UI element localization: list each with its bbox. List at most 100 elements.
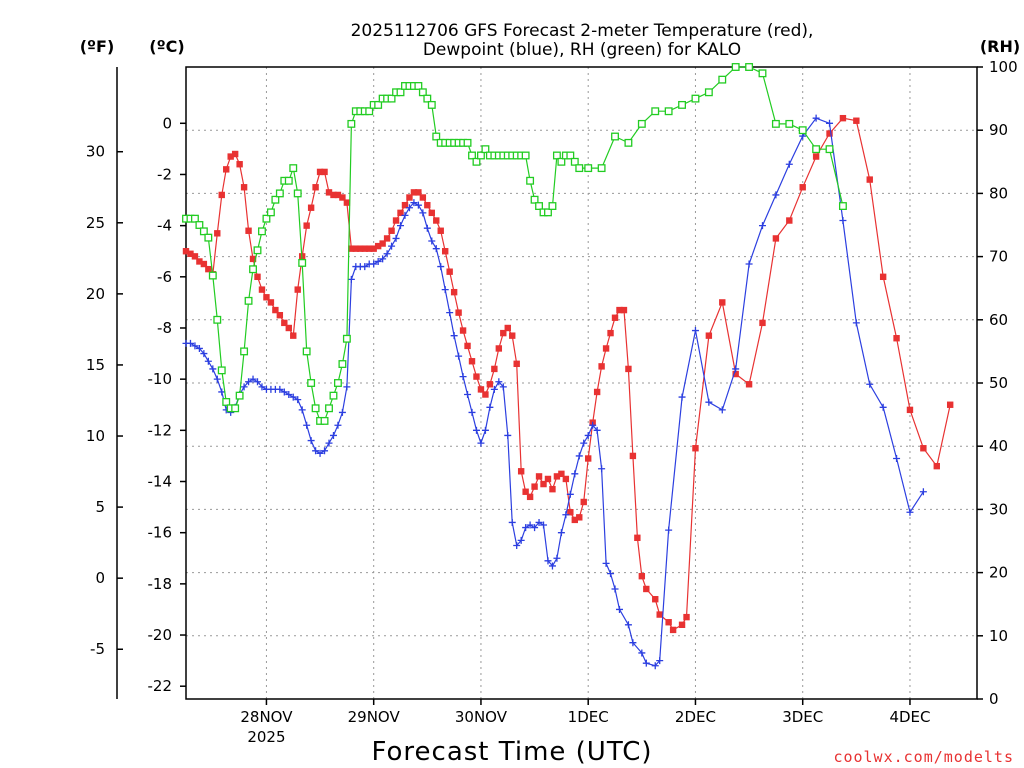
rh-unit-label: (RH) (980, 37, 1020, 56)
rh-point (293, 189, 302, 198)
dewpoint-point (580, 439, 588, 447)
rh-point (463, 138, 472, 147)
temperature-point (214, 230, 221, 237)
credit-label: coolwx.com/modelts (833, 748, 1014, 766)
dewpoint-point (186, 339, 194, 347)
dewpoint-point (240, 383, 248, 391)
temperature-point (495, 345, 503, 352)
dewpoint-point (191, 342, 199, 350)
rh-point (240, 347, 249, 356)
dewpoint-point (200, 350, 208, 358)
celsius-tick-label: -16 (148, 524, 173, 542)
series-rh (182, 63, 847, 425)
dewpoint-point (218, 388, 226, 396)
dewpoint-point (504, 431, 512, 439)
fahrenheit-tick-label: 25 (86, 214, 105, 232)
temperature-point (732, 370, 739, 378)
dewpoint-point (249, 375, 257, 383)
dewpoint-point (535, 518, 543, 526)
rh-point (347, 119, 356, 128)
dewpoint-point (508, 518, 516, 526)
temperature-point (513, 360, 520, 368)
dewpoint-point (401, 211, 409, 219)
temperature-point (392, 217, 400, 224)
temperature-point (307, 204, 315, 211)
dewpoint-line (186, 117, 924, 667)
temperature-point (531, 483, 538, 490)
dewpoint-point (285, 391, 293, 399)
rh-point (262, 214, 271, 223)
rh-point (213, 315, 222, 324)
temperature-point (196, 258, 203, 265)
dewpoint-point (414, 201, 422, 209)
rh-point (718, 75, 727, 84)
rh-point (691, 94, 700, 103)
dewpoint-point (303, 421, 311, 429)
temperature-point (240, 184, 248, 191)
rh-point (199, 227, 208, 236)
temperature-point (267, 299, 275, 306)
dewpoint-point (428, 237, 436, 245)
temperature-point (558, 470, 565, 478)
date-tick-label: 4DEC (889, 708, 930, 726)
rh-tick-label: 80 (989, 184, 1008, 202)
rh-point (311, 404, 320, 413)
rh-point (476, 151, 485, 160)
data-series (182, 63, 954, 670)
rh-point (271, 195, 280, 204)
rh-point (731, 63, 740, 71)
temperature-point (500, 329, 507, 337)
dewpoint-point (571, 470, 579, 478)
temperature-point (348, 245, 355, 252)
rh-point (333, 379, 342, 387)
temperature-point (678, 621, 686, 628)
rh-tick-label: 50 (989, 374, 1008, 392)
temperature-point (424, 201, 431, 209)
temperature-point (415, 189, 422, 196)
dewpoint-point (361, 263, 369, 271)
dewpoint-point (615, 605, 623, 613)
temperature-point (276, 311, 284, 319)
dewpoint-point (213, 375, 221, 383)
temperature-point (522, 488, 529, 495)
dewpoint-point (629, 639, 637, 647)
temperature-point (745, 381, 753, 388)
dewpoint-point (370, 260, 378, 268)
rh-point (637, 119, 646, 128)
dewpoint-point (472, 426, 480, 434)
fahrenheit-tick-label: 15 (86, 356, 105, 374)
temperature-point (567, 509, 574, 516)
temperature-point (191, 253, 199, 260)
rh-tick-label: 90 (989, 121, 1008, 139)
dewpoint-point (316, 449, 324, 457)
rh-point (468, 151, 476, 160)
dewpoint-point (812, 114, 820, 122)
rh-point (302, 347, 311, 356)
dewpoint-point (879, 403, 887, 411)
dewpoint-point (732, 365, 740, 373)
dewpoint-point (566, 490, 574, 498)
dewpoint-point (598, 465, 606, 473)
temperature-point (334, 191, 342, 199)
rh-point (190, 214, 199, 223)
rh-point (825, 145, 834, 154)
temperature-point (200, 260, 208, 268)
dewpoint-point (785, 160, 793, 168)
rh-point (570, 157, 579, 166)
dewpoint-point (312, 447, 320, 455)
temperature-point (388, 227, 395, 234)
temperature-point (535, 473, 543, 480)
temperature-point (330, 191, 337, 199)
temperature-point (634, 534, 641, 542)
dewpoint-point (280, 388, 288, 396)
rh-point (414, 82, 423, 90)
date-tick-label: 3DEC (782, 708, 823, 726)
dewpoint-point (531, 524, 539, 532)
fahrenheit-tick-label: -5 (90, 640, 105, 658)
rh-point (374, 100, 383, 109)
dewpoint-point (321, 447, 329, 455)
rh-point (325, 404, 333, 413)
celsius-tick-label: -12 (148, 421, 173, 439)
dewpoint-point (584, 431, 592, 439)
rh-point (745, 63, 754, 71)
